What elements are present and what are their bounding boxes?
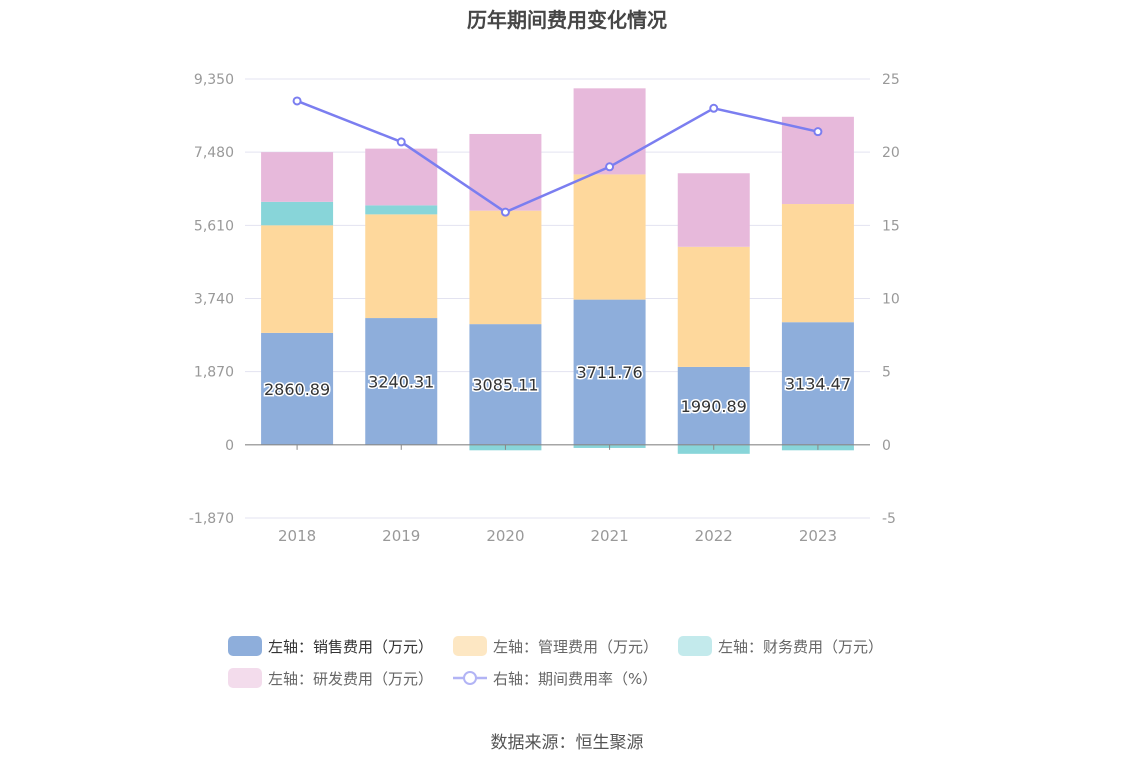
right-tick-label: -5 <box>882 511 896 527</box>
left-tick-label: 7,480 <box>194 145 234 161</box>
legend-swatch <box>228 668 262 688</box>
right-tick-label: 20 <box>882 145 900 161</box>
line-series <box>292 96 823 217</box>
legend-line-icon <box>453 671 488 685</box>
source-note: 数据来源：恒生聚源 <box>490 733 644 753</box>
bar-value-label: 2860.89 <box>264 380 330 399</box>
bar-segment <box>365 205 438 215</box>
rate-point <box>292 96 302 106</box>
bar-segment <box>261 201 334 226</box>
legend-label: 左轴：管理费用（万元） <box>493 637 659 656</box>
bar-segment <box>781 322 854 445</box>
rate-point <box>813 127 823 137</box>
axes: -1,870 0 1,870 3,740 5,610 7,480 9,350 -5 0 5 10 15… <box>189 72 900 545</box>
left-tick-label: -1,870 <box>189 511 234 527</box>
left-tick-label: 3,740 <box>194 292 234 308</box>
legend-label: 左轴：销售费用（万元） <box>268 637 434 656</box>
rate-point <box>500 207 510 217</box>
rate-point <box>605 162 615 172</box>
legend-label: 左轴：研发费用（万元） <box>268 669 434 688</box>
legend-item[interactable]: 左轴：管理费用（万元） <box>453 636 658 657</box>
legend-swatch <box>228 636 262 656</box>
bar-value-label: 3134.47 <box>785 375 851 394</box>
legend-label: 右轴：期间费用率（%） <box>493 669 658 688</box>
legend-row: 左轴：研发费用（万元） 右轴：期间费用率（%） <box>228 662 928 694</box>
bar-segment <box>781 204 854 323</box>
chart-title: 历年期间费用变化情况 <box>467 8 667 32</box>
right-tick-label: 15 <box>882 218 900 234</box>
rate-point <box>396 137 406 147</box>
bar-segment <box>365 214 438 319</box>
x-tick-label: 2023 <box>799 527 837 545</box>
legend-swatch <box>678 636 713 656</box>
x-tick-label: 2022 <box>695 527 733 545</box>
legend-swatch <box>453 636 488 656</box>
x-tick-label: 2019 <box>382 527 420 545</box>
x-tick-label: 2020 <box>486 527 524 545</box>
bar-segment <box>261 225 334 333</box>
right-tick-label: 25 <box>882 72 900 88</box>
left-tick-label: 1,870 <box>194 365 234 381</box>
right-tick-label: 0 <box>882 438 891 454</box>
bar-segment <box>365 148 438 206</box>
left-tick-label: 9,350 <box>194 72 234 88</box>
bar-series <box>261 88 854 454</box>
bar-segment <box>261 152 334 202</box>
bar-value-label: 3240.31 <box>368 372 434 391</box>
bar-segment <box>469 210 542 325</box>
x-tick-label: 2018 <box>278 527 316 545</box>
bar-segment <box>365 318 438 445</box>
bar-segment <box>261 332 334 445</box>
left-tick-label: 5,610 <box>194 218 234 234</box>
bar-segment <box>469 133 542 211</box>
chart-plot: -1,870 0 1,870 3,740 5,610 7,480 9,350 -5 0 5 10 15… <box>189 72 900 545</box>
bar-segment <box>573 174 646 300</box>
bar-value-label: 3085.11 <box>472 375 538 394</box>
legend-label: 左轴：财务费用（万元） <box>718 637 884 656</box>
rate-point <box>709 103 719 113</box>
bar-segment <box>677 366 750 445</box>
legend-item[interactable]: 右轴：期间费用率（%） <box>453 668 657 689</box>
legend-item[interactable]: 左轴：销售费用（万元） <box>228 636 433 657</box>
right-tick-label: 10 <box>882 292 900 308</box>
bar-value-label: 3711.76 <box>576 363 642 382</box>
left-tick-label: 0 <box>225 438 234 454</box>
bar-segment <box>677 173 750 247</box>
bar-segment <box>677 246 750 367</box>
data-labels: 2860.89 3240.31 3085.11 3711.76 1990.89 3134.… <box>262 362 852 418</box>
legend-row: 左轴：销售费用（万元） 左轴：管理费用（万元） 左轴：财务费用（万元） <box>228 630 928 662</box>
bar-segment <box>573 299 646 445</box>
right-tick-label: 5 <box>882 365 891 381</box>
bar-segment <box>469 324 542 445</box>
legend: 左轴：销售费用（万元） 左轴：管理费用（万元） 左轴：财务费用（万元） 左轴：研发费… <box>228 630 928 694</box>
grid-lines <box>245 78 870 519</box>
bar-segment <box>573 88 646 175</box>
legend-item[interactable]: 左轴：研发费用（万元） <box>228 668 433 689</box>
x-tick-label: 2021 <box>590 527 628 545</box>
legend-item[interactable]: 左轴：财务费用（万元） <box>678 636 883 657</box>
rate-line <box>296 99 819 214</box>
bar-value-label: 1990.89 <box>681 397 747 416</box>
